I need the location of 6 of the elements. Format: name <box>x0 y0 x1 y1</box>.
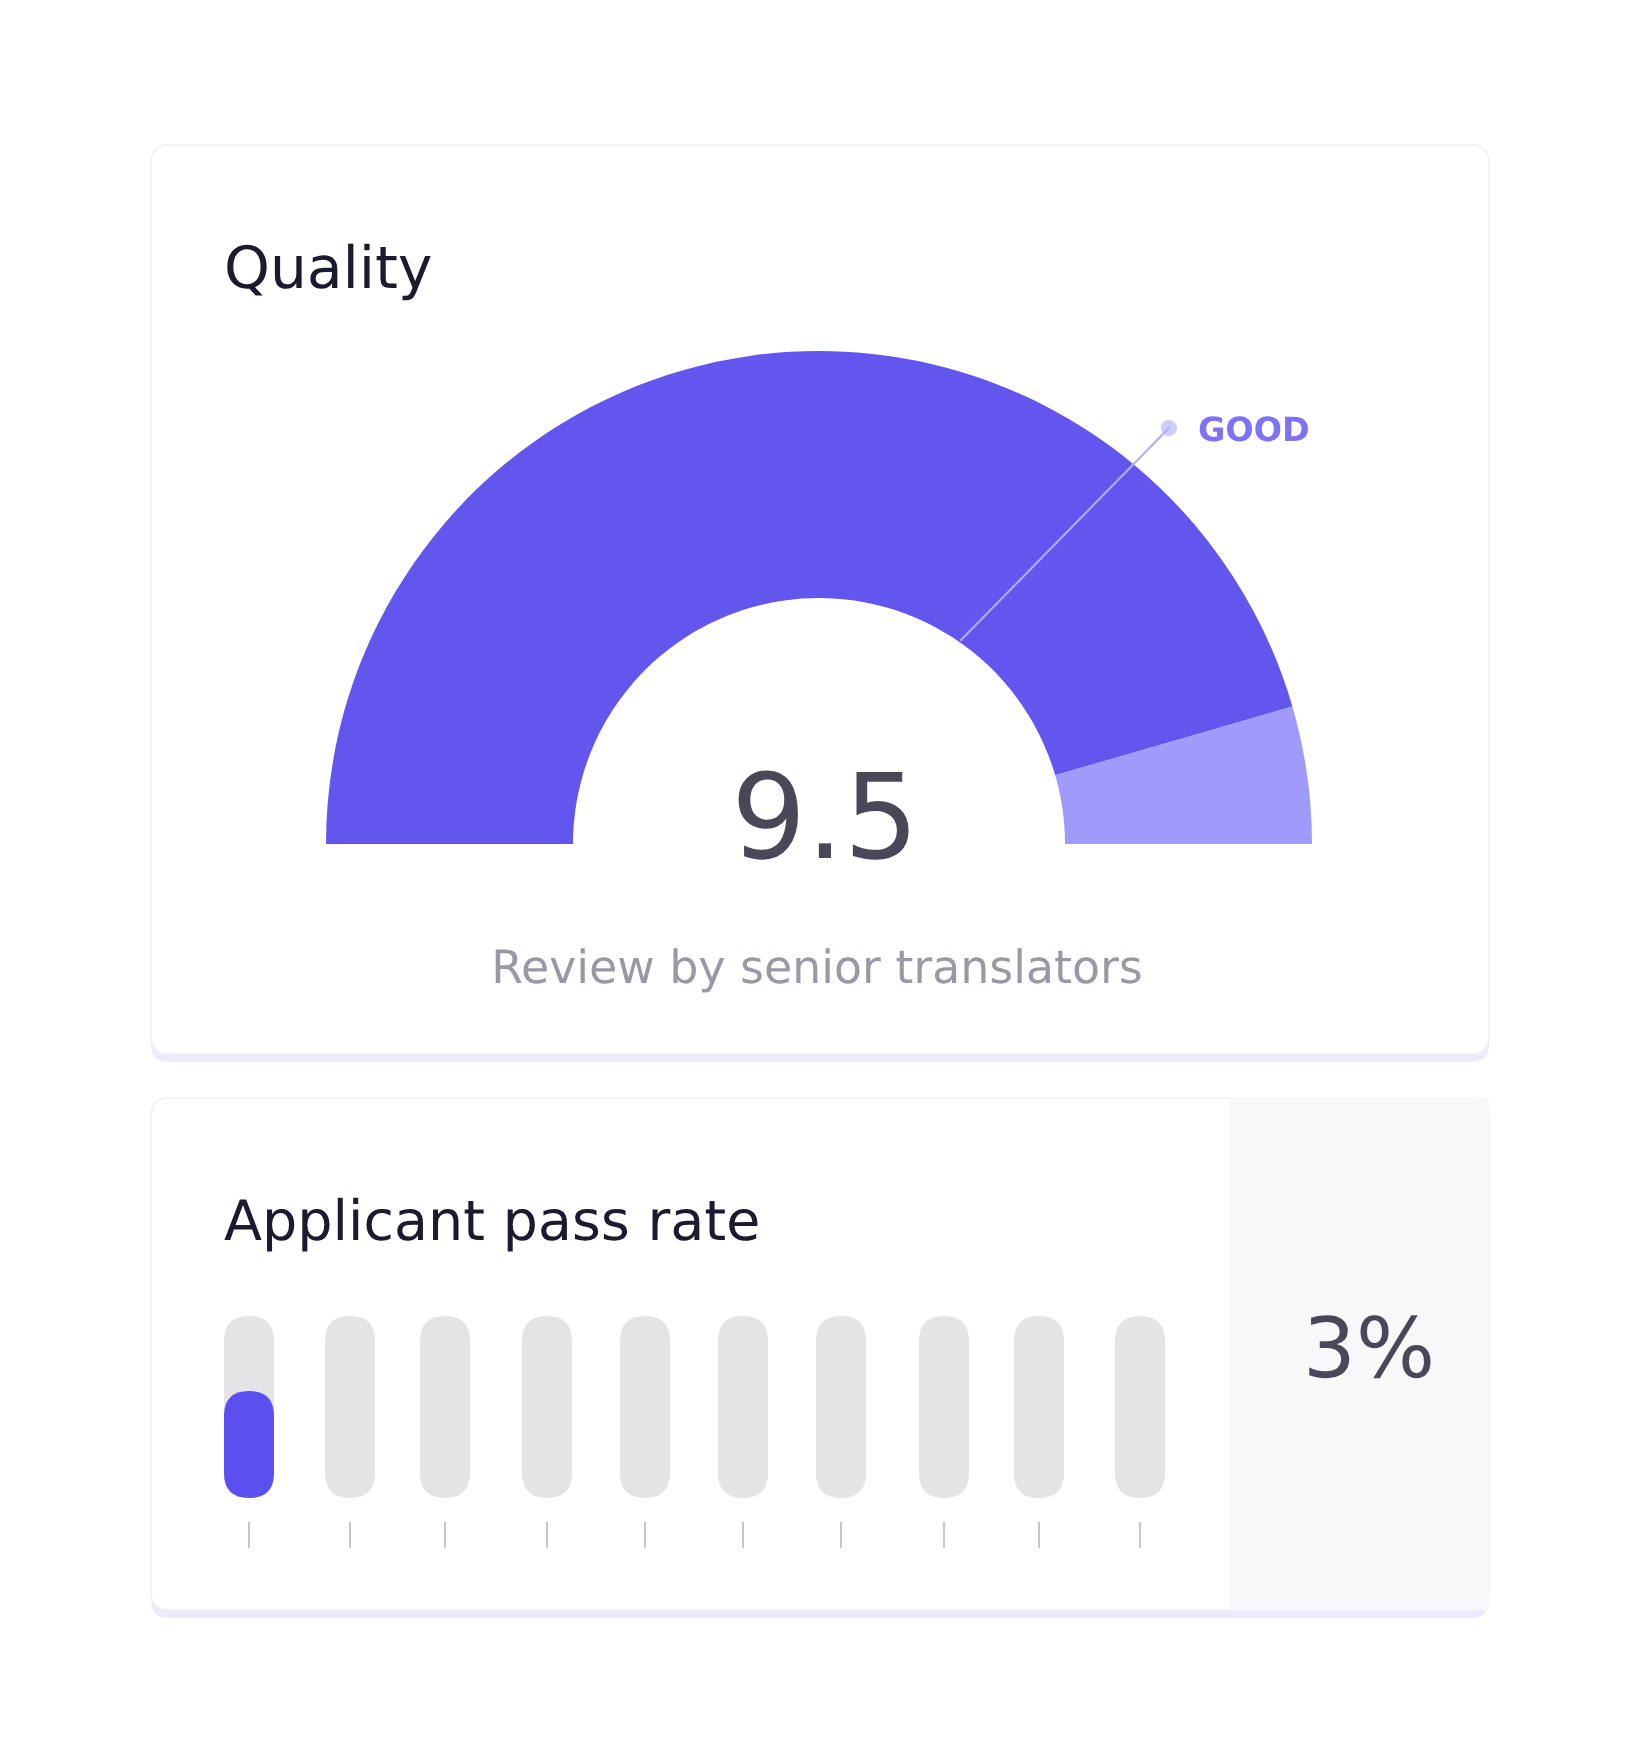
text: Review by senior translators <box>495 948 1141 993</box>
chart-title: Quality <box>227 243 431 301</box>
text: Applicant pass rate <box>224 1197 758 1252</box>
text: GOOD <box>1199 416 1308 442</box>
text: 9.5 <box>738 770 909 860</box>
text: 3% <box>1309 1315 1431 1379</box>
